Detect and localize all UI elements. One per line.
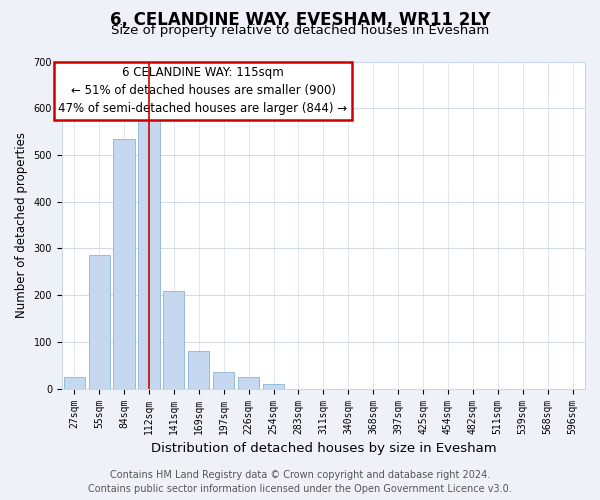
Bar bbox=[113, 138, 134, 388]
Bar bbox=[263, 384, 284, 388]
Text: Contains HM Land Registry data © Crown copyright and database right 2024.
Contai: Contains HM Land Registry data © Crown c… bbox=[88, 470, 512, 494]
Bar bbox=[139, 118, 160, 388]
Bar bbox=[64, 377, 85, 388]
Text: 6 CELANDINE WAY: 115sqm
← 51% of detached houses are smaller (900)
47% of semi-d: 6 CELANDINE WAY: 115sqm ← 51% of detache… bbox=[58, 66, 347, 116]
Bar bbox=[89, 256, 110, 388]
Bar bbox=[213, 372, 235, 388]
X-axis label: Distribution of detached houses by size in Evesham: Distribution of detached houses by size … bbox=[151, 442, 496, 455]
Text: Size of property relative to detached houses in Evesham: Size of property relative to detached ho… bbox=[111, 24, 489, 37]
Bar bbox=[188, 352, 209, 389]
Text: 6, CELANDINE WAY, EVESHAM, WR11 2LY: 6, CELANDINE WAY, EVESHAM, WR11 2LY bbox=[110, 11, 490, 29]
Bar bbox=[238, 377, 259, 388]
Bar bbox=[163, 290, 184, 388]
Y-axis label: Number of detached properties: Number of detached properties bbox=[15, 132, 28, 318]
